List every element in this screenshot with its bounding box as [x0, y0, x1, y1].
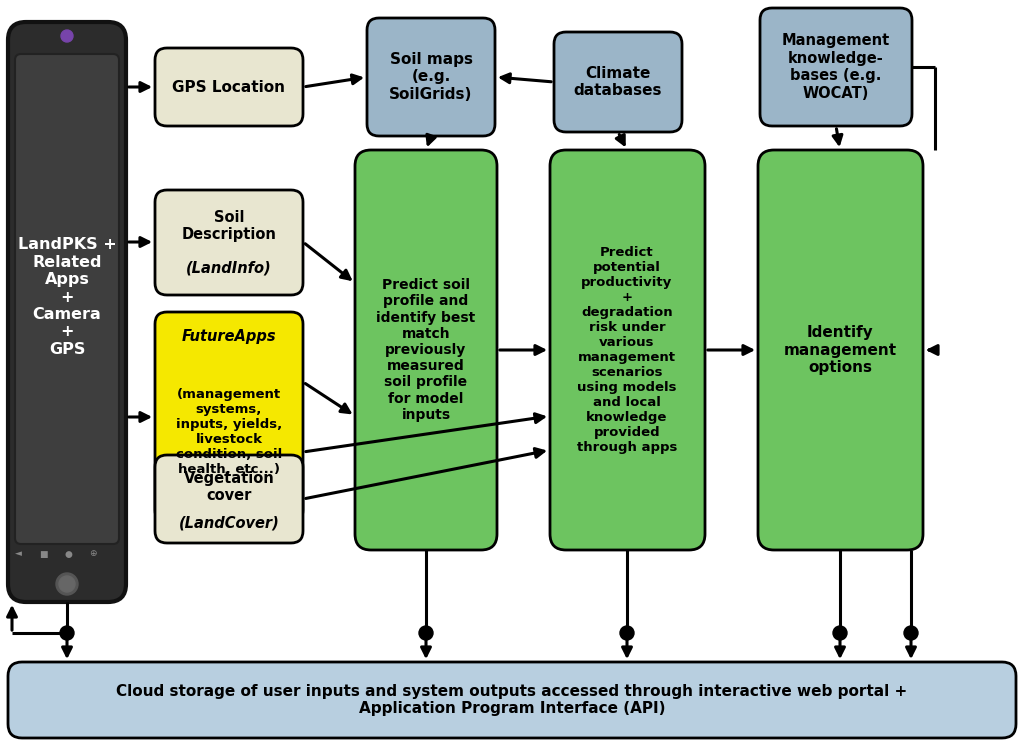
Text: (LandCover): (LandCover): [178, 515, 280, 530]
FancyBboxPatch shape: [760, 8, 912, 126]
Circle shape: [833, 626, 847, 640]
Circle shape: [61, 30, 73, 42]
Text: Soil
Description: Soil Description: [181, 210, 276, 242]
Text: ■: ■: [39, 550, 47, 559]
FancyBboxPatch shape: [155, 312, 303, 522]
Text: Predict soil
profile and
identify best
match
previously
measured
soil profile
fo: Predict soil profile and identify best m…: [377, 278, 475, 422]
Circle shape: [56, 573, 78, 595]
FancyBboxPatch shape: [355, 150, 497, 550]
Text: Soil maps
(e.g.
SoilGrids): Soil maps (e.g. SoilGrids): [389, 52, 473, 102]
Circle shape: [904, 626, 918, 640]
FancyBboxPatch shape: [758, 150, 923, 550]
Text: (LandInfo): (LandInfo): [186, 261, 271, 276]
Text: GPS Location: GPS Location: [172, 79, 286, 94]
Text: LandPKS +
Related
Apps
+
Camera
+
GPS: LandPKS + Related Apps + Camera + GPS: [17, 237, 117, 357]
FancyBboxPatch shape: [155, 48, 303, 126]
Text: Management
knowledge-
bases (e.g.
WOCAT): Management knowledge- bases (e.g. WOCAT): [782, 34, 890, 100]
FancyBboxPatch shape: [554, 32, 682, 132]
Text: Identify
management
options: Identify management options: [783, 325, 897, 375]
Text: Predict
potential
productivity
+
degradation
risk under
various
management
scena: Predict potential productivity + degrada…: [577, 246, 677, 454]
Circle shape: [60, 626, 74, 640]
Circle shape: [419, 626, 433, 640]
FancyBboxPatch shape: [15, 54, 119, 544]
Text: FutureApps: FutureApps: [181, 329, 276, 344]
Text: Vegetation
cover: Vegetation cover: [183, 471, 274, 503]
Text: Climate
databases: Climate databases: [573, 66, 663, 98]
Text: (management
systems,
inputs, yields,
livestock
condition, soil
health, etc...): (management systems, inputs, yields, liv…: [176, 388, 283, 476]
Text: ⊕: ⊕: [89, 550, 96, 559]
FancyBboxPatch shape: [8, 662, 1016, 738]
FancyBboxPatch shape: [155, 190, 303, 295]
Circle shape: [620, 626, 634, 640]
FancyBboxPatch shape: [155, 455, 303, 543]
Circle shape: [59, 576, 75, 592]
FancyBboxPatch shape: [550, 150, 705, 550]
FancyBboxPatch shape: [8, 22, 126, 602]
Text: ◄: ◄: [14, 550, 22, 559]
Text: ●: ●: [65, 550, 72, 559]
FancyBboxPatch shape: [367, 18, 495, 136]
Text: Cloud storage of user inputs and system outputs accessed through interactive web: Cloud storage of user inputs and system …: [117, 684, 907, 716]
